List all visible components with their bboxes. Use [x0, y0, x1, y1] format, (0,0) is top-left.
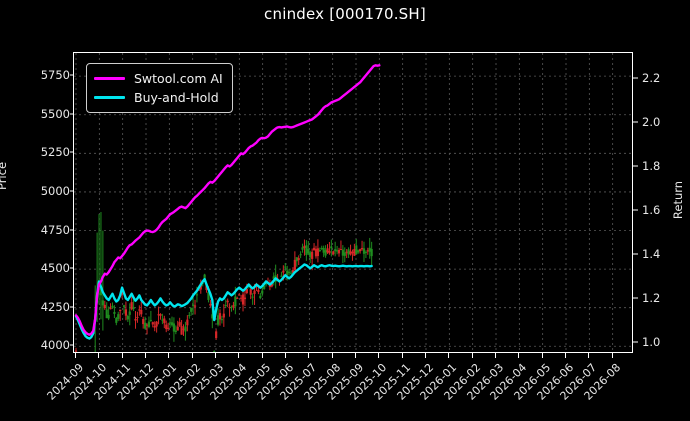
y-tick-mark-left [70, 113, 75, 115]
y-tick-mark-right [633, 165, 638, 167]
y-tick-label-right: 1.4 [642, 247, 661, 262]
y-axis-right-label: Return [671, 180, 685, 220]
y-axis-left: 4000 4250 4500 4750 5000 5250 5500 5750 [16, 52, 75, 353]
y-tick-mark-right [633, 209, 638, 211]
x-axis: 2024-09 2024-10 2024-11 2024-12 2025-01 2025-… [44, 353, 633, 421]
legend: Swtool.com AI Buy-and-Hold [86, 63, 233, 113]
x-tick-mark [238, 353, 240, 358]
y-tick-label-left: 4500 [40, 261, 70, 276]
legend-label-strategy: Swtool.com AI [134, 71, 223, 86]
chart-title: cnindex [000170.SH] [264, 5, 426, 23]
x-tick-mark [401, 353, 403, 358]
y-tick-mark-right [633, 297, 638, 299]
x-tick-mark [285, 353, 286, 358]
y-tick-mark-left [70, 267, 75, 269]
x-tick-mark [588, 353, 590, 358]
x-tick-mark [261, 353, 263, 358]
y-tick-mark-left [70, 151, 75, 153]
y-tick-mark-right [633, 341, 638, 343]
plot-area: Swtool.com AI Buy-and-Hold [73, 52, 633, 353]
x-tick-mark [495, 353, 496, 358]
legend-swatch-strategy [94, 77, 125, 80]
legend-item-strategy: Swtool.com AI [94, 69, 223, 88]
y-tick-label-right: 2.0 [642, 115, 661, 130]
y-tick-label-left: 4000 [40, 338, 70, 353]
legend-item-benchmark: Buy-and-Hold [94, 88, 223, 107]
x-tick-mark [378, 353, 380, 358]
y-tick-label-right: 1.2 [642, 291, 661, 306]
series-line-buy-and-hold [74, 263, 373, 340]
y-tick-mark-left [70, 74, 75, 76]
y-tick-label-left: 5750 [40, 68, 70, 83]
x-tick-mark [98, 353, 100, 358]
grid-lines [74, 53, 632, 352]
x-tick-mark [611, 353, 613, 358]
line-series [74, 64, 381, 340]
x-tick-mark [191, 353, 193, 358]
x-tick-mark [541, 353, 543, 358]
legend-swatch-benchmark [94, 96, 125, 99]
x-tick-mark [308, 353, 310, 358]
y-axis-right: 1.0 1.2 1.4 1.6 1.8 2.0 2.2 [633, 52, 689, 353]
x-tick-mark [425, 353, 426, 358]
y-tick-label-right: 1.0 [642, 335, 661, 349]
y-tick-label-left: 5500 [40, 106, 70, 121]
y-tick-mark-right [633, 253, 638, 255]
x-tick-mark [145, 353, 146, 358]
y-tick-mark-left [70, 306, 75, 308]
x-tick-mark [448, 353, 450, 358]
y-tick-mark-right [633, 77, 638, 79]
y-axis-left-label: Price [0, 161, 9, 191]
y-tick-label-right: 1.8 [642, 159, 661, 174]
y-tick-label-left: 5000 [40, 183, 70, 198]
y-tick-label-right: 2.2 [642, 71, 661, 86]
x-tick-mark [331, 353, 333, 358]
x-tick-mark [565, 353, 566, 358]
x-tick-mark [75, 353, 76, 358]
x-tick-mark [518, 353, 520, 358]
legend-label-benchmark: Buy-and-Hold [134, 90, 219, 105]
y-tick-mark-right [633, 121, 638, 123]
series-line-strategy [74, 64, 381, 336]
x-tick-mark [121, 353, 123, 358]
y-tick-mark-left [70, 190, 75, 192]
x-tick-mark [168, 353, 170, 358]
y-tick-label-left: 5250 [40, 145, 70, 160]
y-tick-mark-left [70, 229, 75, 230]
x-tick-mark [355, 353, 356, 358]
y-tick-label-right: 1.6 [642, 203, 661, 218]
y-tick-label-left: 4750 [40, 222, 70, 237]
x-tick-mark [215, 353, 216, 358]
y-tick-label-left: 4250 [40, 299, 70, 314]
x-tick-mark [471, 353, 473, 358]
y-tick-mark-left [70, 344, 75, 346]
